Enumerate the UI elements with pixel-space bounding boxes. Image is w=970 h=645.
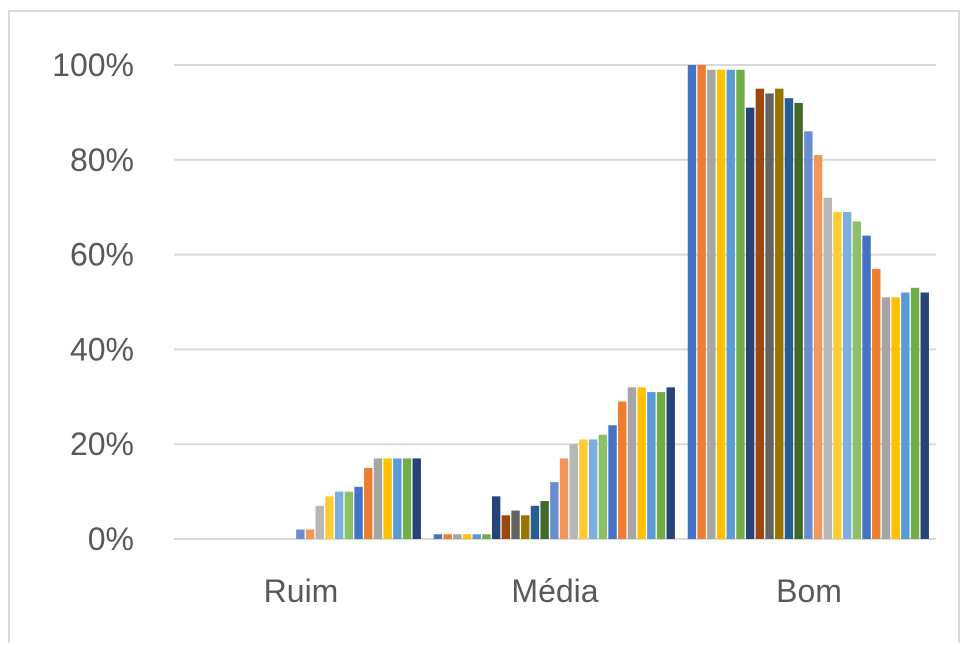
y-axis-tick-labels: 0% 20% 40% 60% 80% 100% bbox=[52, 47, 134, 557]
bar bbox=[872, 268, 881, 539]
bar bbox=[383, 458, 392, 539]
bar bbox=[920, 292, 929, 539]
bar bbox=[726, 69, 735, 540]
bar bbox=[745, 107, 755, 539]
bar bbox=[784, 98, 794, 540]
bar bbox=[569, 444, 578, 539]
y-tick-label: 20% bbox=[70, 426, 134, 462]
bar bbox=[852, 221, 862, 540]
bar bbox=[736, 69, 745, 540]
bar bbox=[891, 297, 900, 539]
bar bbox=[647, 392, 656, 539]
bar bbox=[540, 501, 549, 539]
bar bbox=[550, 482, 559, 539]
chart-frame: 0% 20% 40% 60% 80% 100% Ruim Média Bom bbox=[8, 10, 960, 643]
bar bbox=[627, 387, 637, 539]
bar bbox=[716, 69, 726, 540]
bar bbox=[765, 93, 774, 539]
bar bbox=[501, 515, 511, 539]
bar bbox=[598, 434, 608, 539]
bar bbox=[901, 292, 910, 539]
bar-chart: 0% 20% 40% 60% 80% 100% Ruim Média Bom bbox=[52, 47, 936, 609]
bar bbox=[443, 534, 452, 539]
bar bbox=[813, 155, 823, 539]
bar bbox=[637, 387, 646, 539]
x-category-label: Média bbox=[511, 573, 598, 609]
bar bbox=[491, 496, 501, 539]
bar bbox=[755, 88, 765, 539]
bar bbox=[656, 392, 666, 539]
bar bbox=[608, 425, 617, 539]
bar bbox=[910, 287, 920, 539]
x-axis-category-labels: Ruim Média Bom bbox=[264, 573, 842, 609]
bar bbox=[707, 69, 716, 540]
bar bbox=[462, 534, 472, 539]
bar bbox=[588, 439, 598, 539]
bar bbox=[833, 211, 842, 539]
y-tick-label: 80% bbox=[70, 142, 134, 178]
bar bbox=[433, 534, 443, 539]
y-tick-label: 100% bbox=[52, 47, 134, 83]
bar bbox=[862, 235, 871, 539]
bar bbox=[521, 515, 530, 539]
bar bbox=[364, 467, 373, 539]
bar bbox=[472, 534, 481, 539]
bar bbox=[482, 534, 491, 539]
bar bbox=[697, 65, 706, 539]
bar bbox=[344, 491, 354, 539]
y-tick-label: 0% bbox=[88, 521, 134, 557]
bar bbox=[315, 505, 324, 539]
bar bbox=[687, 65, 697, 539]
bar bbox=[402, 458, 412, 539]
bar bbox=[618, 401, 627, 539]
bar bbox=[842, 211, 852, 539]
bar bbox=[393, 458, 402, 539]
bar bbox=[412, 458, 421, 539]
x-category-label: Ruim bbox=[264, 573, 339, 609]
bar bbox=[305, 529, 315, 539]
bar bbox=[804, 131, 813, 540]
bar bbox=[296, 529, 305, 539]
y-tick-label: 40% bbox=[70, 331, 134, 367]
bar bbox=[881, 297, 891, 539]
bar bbox=[373, 458, 383, 539]
bar bbox=[823, 197, 832, 539]
y-tick-label: 60% bbox=[70, 237, 134, 273]
bar bbox=[775, 88, 784, 539]
bars bbox=[296, 65, 929, 540]
bar bbox=[530, 505, 540, 539]
bar bbox=[511, 510, 520, 539]
bar bbox=[325, 496, 334, 539]
bar bbox=[579, 439, 588, 539]
bar bbox=[559, 458, 569, 539]
bar bbox=[334, 491, 344, 539]
bar bbox=[794, 102, 803, 540]
bar bbox=[666, 387, 675, 539]
bar bbox=[354, 486, 363, 539]
bar bbox=[453, 534, 462, 539]
x-category-label: Bom bbox=[776, 573, 842, 609]
